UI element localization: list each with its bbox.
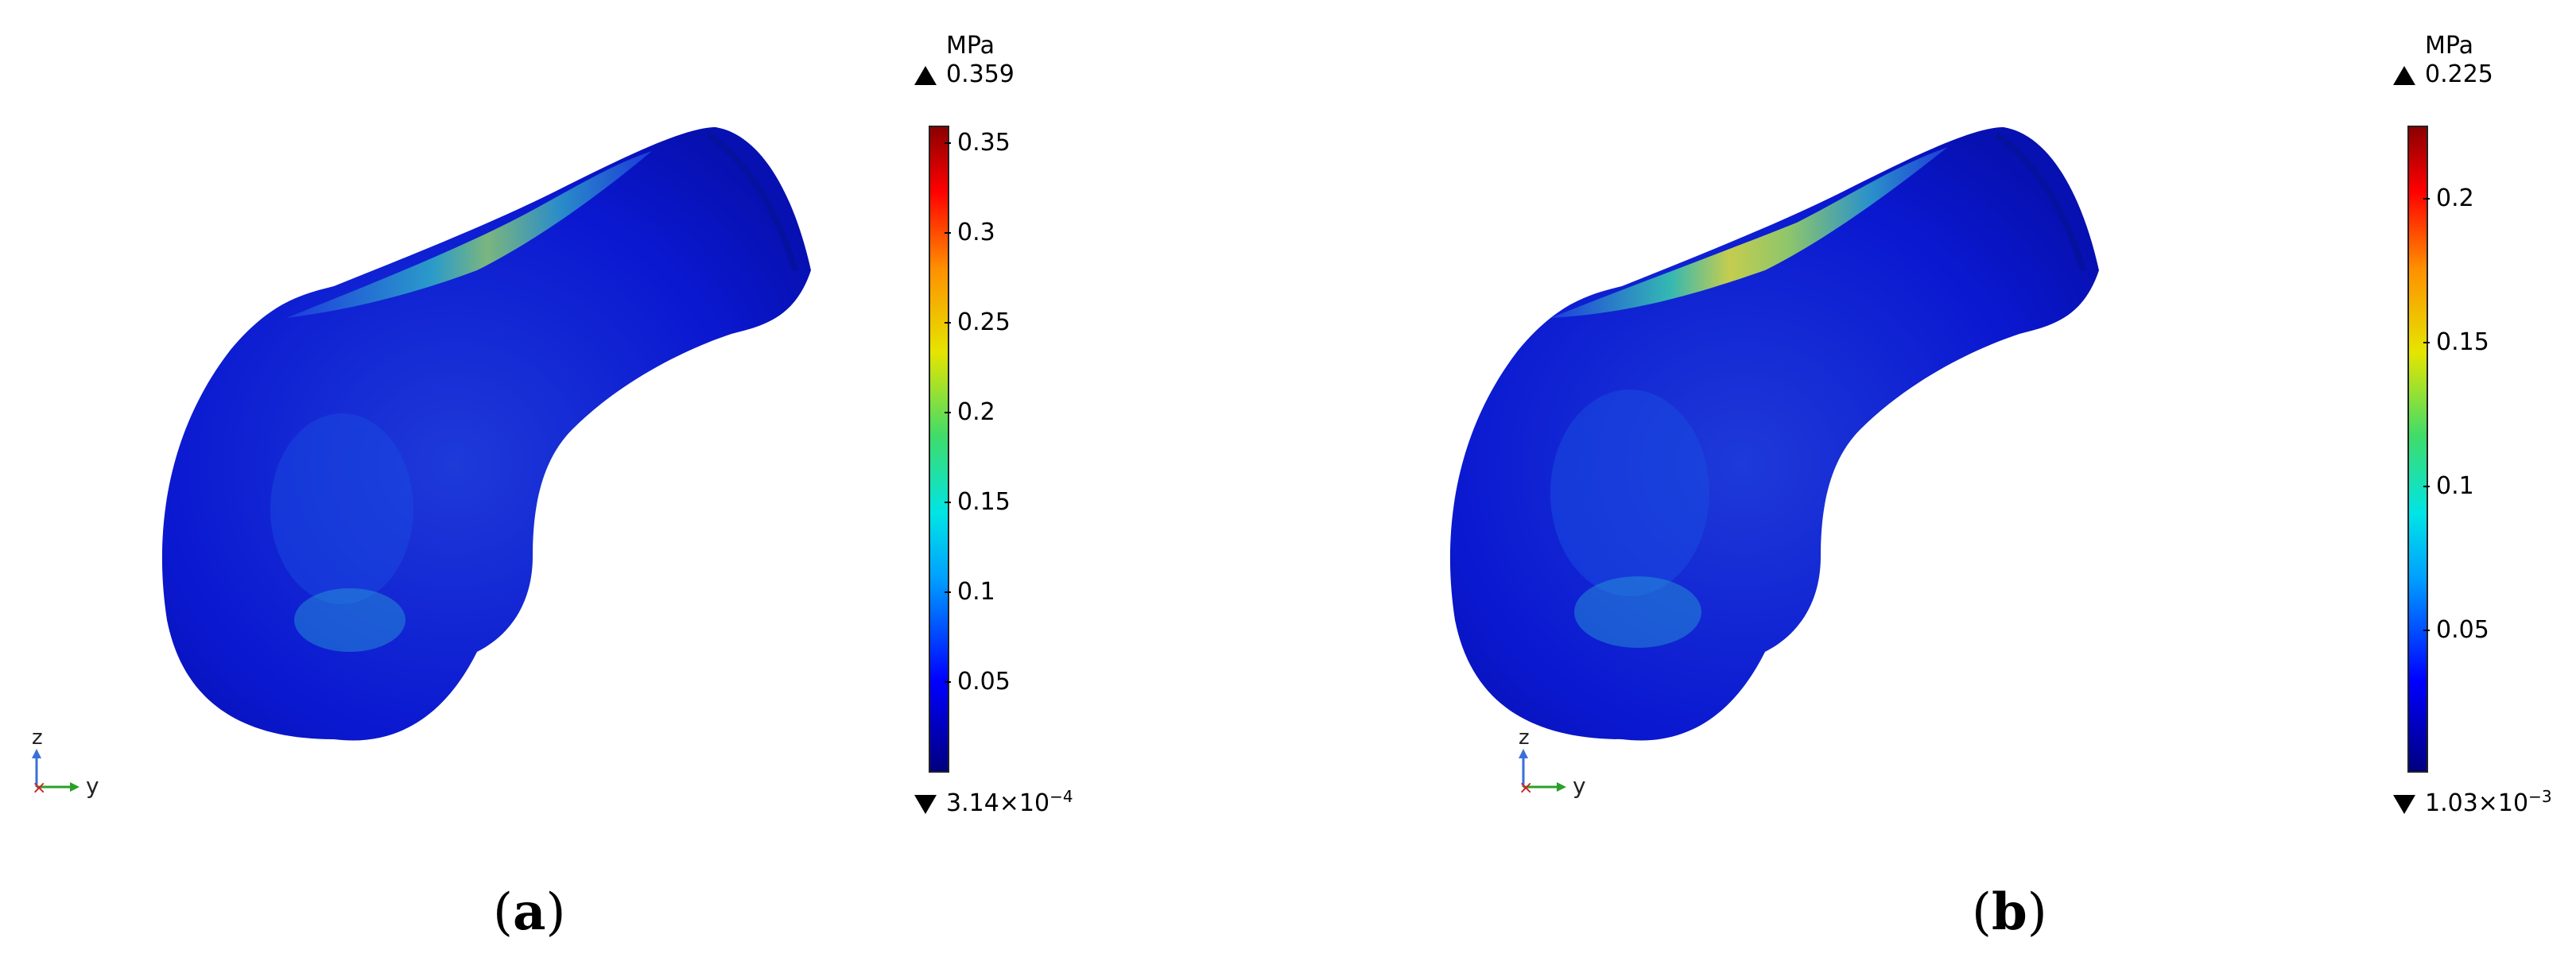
svg-text:y: y	[86, 773, 99, 799]
caption-b: (b)	[1972, 882, 2047, 942]
colorbar-max: 0.225	[2393, 60, 2493, 88]
colorbar-tick-label: 0.35	[957, 129, 1011, 157]
stress-region	[270, 413, 413, 604]
svg-text:×: ×	[1519, 778, 1533, 798]
stress-spot	[294, 588, 405, 652]
svg-text:×: ×	[32, 778, 46, 798]
colorbar-max: 0.359	[914, 60, 1014, 88]
bone-opening-rim	[705, 132, 798, 272]
colorbar-tick	[945, 680, 951, 683]
colorbar-tick	[945, 501, 951, 503]
bone-body	[161, 127, 812, 741]
colorbar-tick	[945, 232, 951, 234]
colorbar	[929, 126, 949, 773]
svg-text:y: y	[1573, 773, 1586, 799]
colorbar-tick-label: 0.15	[2436, 328, 2489, 357]
bone-opening-rim	[1993, 132, 2086, 272]
panel-b: × z y MPa 0.225 0.2 0.15 0.1 0.05 1.03×10−3…	[1288, 0, 2576, 969]
colorbar-tick	[945, 591, 951, 593]
bone-stress-render-b	[1449, 127, 2099, 741]
colorbar-tick-label: 0.2	[957, 398, 995, 427]
colorbar-tick-label: 0.05	[2436, 615, 2489, 644]
axis-triad-a: × z y	[32, 731, 99, 799]
caption-a: (a)	[493, 882, 566, 942]
colorbar-tick	[2423, 342, 2430, 344]
stress-ridge	[286, 151, 652, 318]
colorbar-tick-label: 0.1	[2436, 472, 2474, 501]
colorbar-tick	[945, 142, 951, 145]
colorbar-unit: MPa	[946, 32, 995, 60]
colorbar-tick-label: 0.3	[957, 219, 995, 247]
colorbar-tick-label: 0.05	[957, 667, 1011, 696]
colorbar-tick	[2423, 198, 2430, 200]
axis-triad-b: × z y	[1519, 731, 1586, 799]
colorbar-tick-label: 0.25	[957, 308, 1011, 337]
stress-region	[1550, 390, 1709, 596]
bone-stress-render-a	[161, 127, 812, 741]
bone-body	[1449, 127, 2099, 741]
max-triangle-icon	[914, 65, 937, 85]
colorbar-unit: MPa	[2425, 32, 2474, 60]
colorbar-tick	[2423, 486, 2430, 488]
colorbar-tick-label: 0.2	[2436, 184, 2474, 213]
max-triangle-icon	[2393, 65, 2415, 85]
svg-text:z: z	[1519, 731, 1530, 750]
colorbar-tick	[945, 322, 951, 324]
min-triangle-icon	[2393, 794, 2415, 814]
colorbar	[2407, 126, 2428, 773]
colorbar-tick	[945, 412, 951, 414]
min-triangle-icon	[914, 794, 937, 814]
stress-ridge	[1550, 147, 1948, 318]
colorbar-min: 1.03×10−3	[2393, 787, 2552, 817]
svg-text:z: z	[32, 731, 43, 750]
colorbar-tick-label: 0.15	[957, 487, 1011, 516]
panel-a: × z y MPa 0.359 0.35 0.3 0.25 0.2 0.15 0.1 0.0…	[32, 32, 1073, 942]
colorbar-tick	[2423, 629, 2430, 631]
stress-spot	[1574, 576, 1701, 648]
colorbar-tick-label: 0.1	[957, 577, 995, 606]
colorbar-min: 3.14×10−4	[914, 787, 1073, 817]
